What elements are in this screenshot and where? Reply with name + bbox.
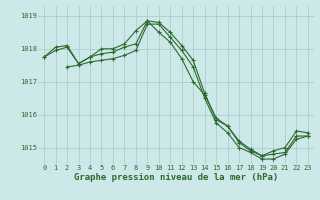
X-axis label: Graphe pression niveau de la mer (hPa): Graphe pression niveau de la mer (hPa) bbox=[74, 173, 278, 182]
